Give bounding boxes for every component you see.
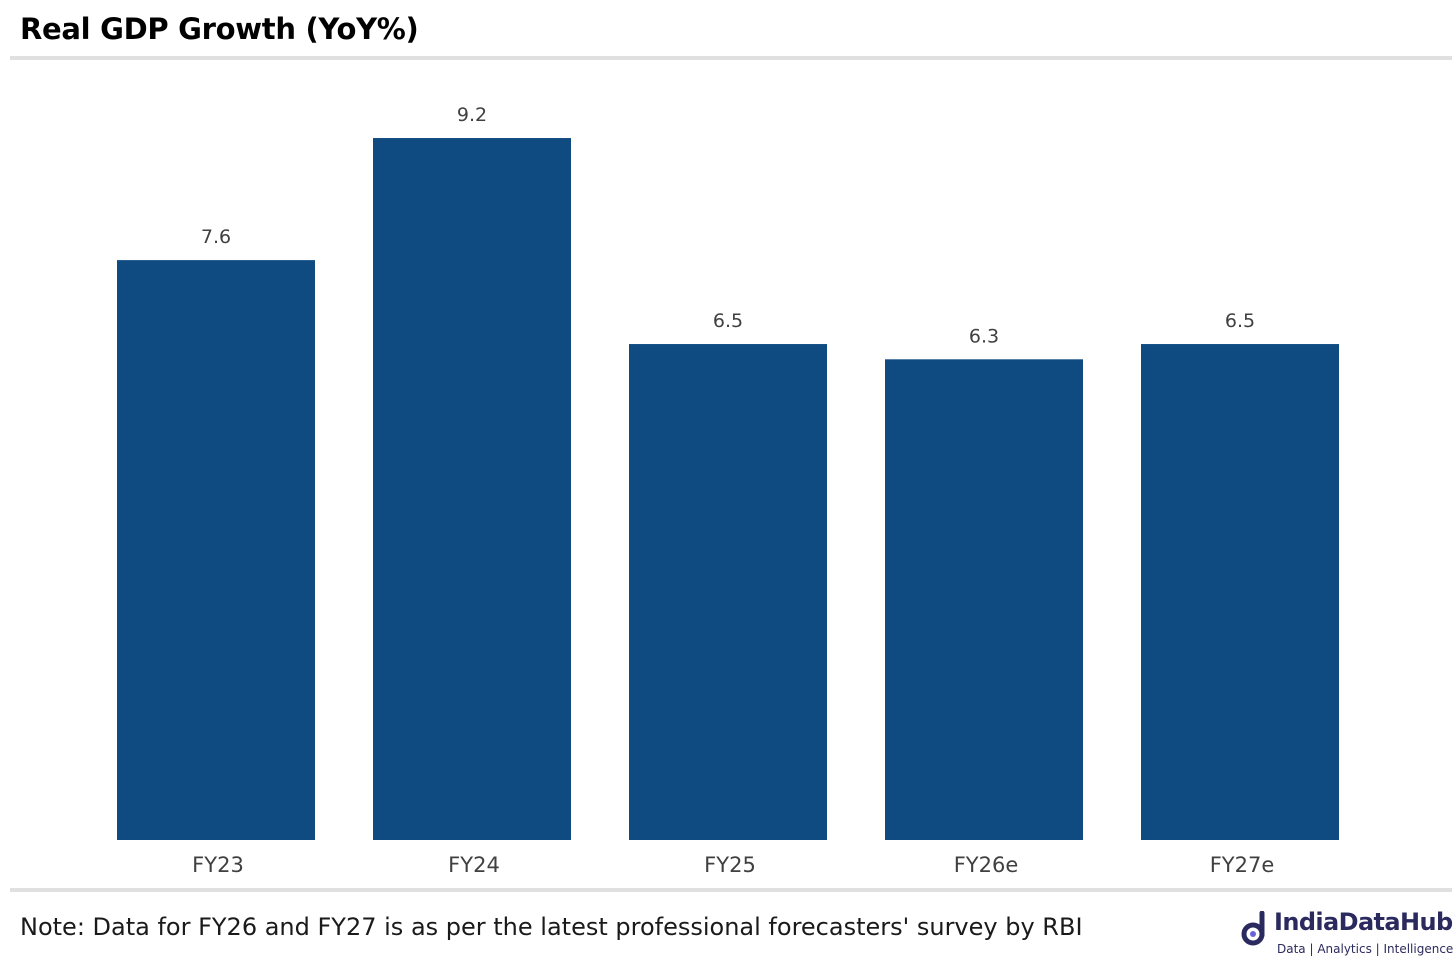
brand-logo: IndiaDataHub Data | Analytics | Intellig…: [1240, 905, 1454, 961]
x-tick-fy27e: FY27e: [1210, 853, 1275, 877]
bar-fy25: [629, 344, 827, 840]
data-label-fy23: 7.6: [201, 226, 231, 248]
data-label-fy24: 9.2: [457, 104, 487, 126]
x-tick-fy26e: FY26e: [954, 853, 1019, 877]
x-tick-fy25: FY25: [704, 853, 756, 877]
logo-d-icon: [1241, 911, 1265, 946]
bar-fy26e: [885, 359, 1083, 840]
data-label-fy26e: 6.3: [969, 325, 999, 347]
bar-fy27e: [1141, 344, 1339, 840]
footer-divider: [10, 888, 1452, 892]
bar-fy24: [373, 138, 571, 841]
x-tick-fy23: FY23: [192, 853, 244, 877]
bar-chart: 7.6 FY23 9.2 FY24 6.5 FY25 6.3 FY26e 6.5 FY27e: [117, 104, 1339, 877]
title-divider: [10, 56, 1452, 60]
brand-name: IndiaDataHub: [1274, 908, 1453, 936]
chart-title: Real GDP Growth (YoY%): [20, 12, 419, 46]
brand-tagline: Data | Analytics | Intelligence: [1277, 942, 1454, 956]
footnote: Note: Data for FY26 and FY27 is as per t…: [20, 913, 1083, 941]
data-label-fy27e: 6.5: [1225, 310, 1255, 332]
x-tick-fy24: FY24: [448, 853, 500, 877]
data-label-fy25: 6.5: [713, 310, 743, 332]
bar-fy23: [117, 260, 315, 840]
